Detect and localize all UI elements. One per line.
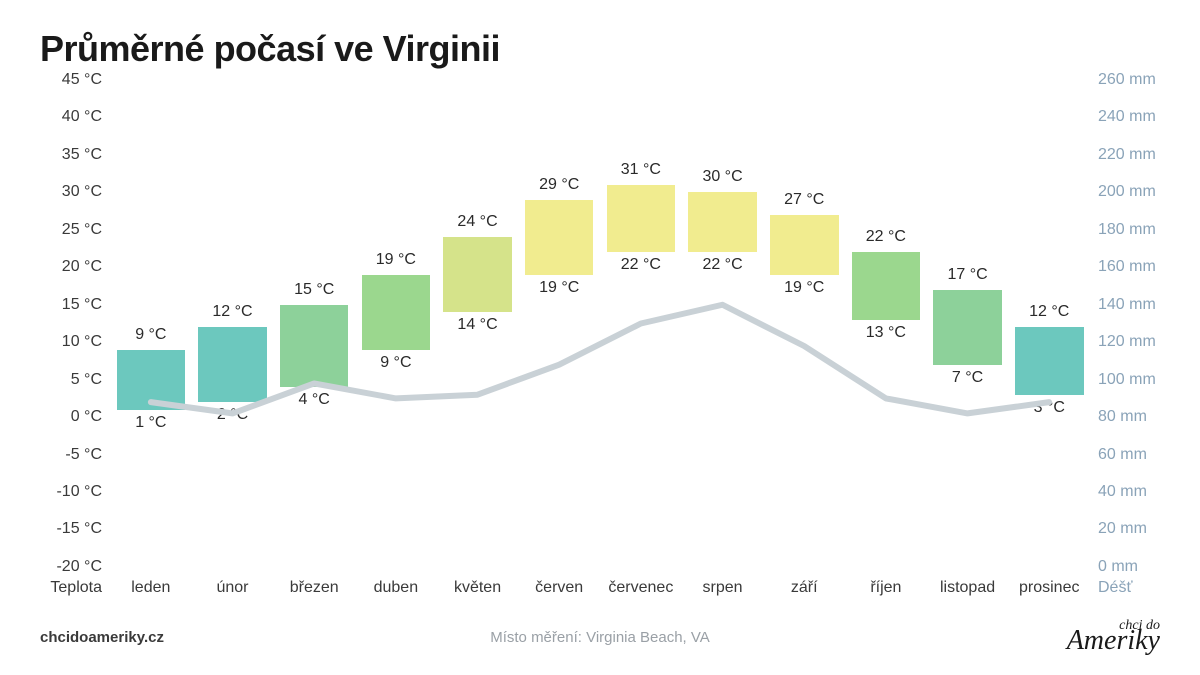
bar-slot: 22 °C 13 °C — [845, 80, 927, 567]
footer: chcidoameriky.cz Místo měření: Virginia … — [40, 619, 1160, 655]
footer-location: Místo měření: Virginia Beach, VA — [490, 629, 710, 646]
x-axis: Teplota ledenúnorbřezendubenkvětenčerven… — [40, 579, 1160, 597]
temp-bar — [198, 327, 267, 402]
x-month-label: červen — [518, 579, 600, 597]
bar-slot: 27 °C 19 °C — [763, 80, 845, 567]
bar-high-label: 12 °C — [192, 303, 274, 321]
x-month-label: prosinec — [1008, 579, 1090, 597]
x-month-label: srpen — [682, 579, 764, 597]
bar-slot: 15 °C 4 °C — [273, 80, 355, 567]
footer-logo-large: Ameriky — [1067, 625, 1160, 656]
bar-high-label: 12 °C — [1008, 303, 1090, 321]
temp-bar — [933, 290, 1002, 365]
x-month-label: březen — [273, 579, 355, 597]
chart-area: 45 °C40 °C35 °C30 °C25 °C20 °C15 °C10 °C… — [40, 80, 1160, 567]
bar-low-label: 19 °C — [763, 279, 845, 297]
temp-bar — [280, 305, 349, 387]
bar-slot: 9 °C 1 °C — [110, 80, 192, 567]
bar-slot: 12 °C 2 °C — [192, 80, 274, 567]
x-month-label: září — [763, 579, 845, 597]
bar-high-label: 29 °C — [518, 176, 600, 194]
x-month-label: duben — [355, 579, 437, 597]
x-axis-left-label: Teplota — [40, 579, 110, 597]
chart-title: Průměrné počasí ve Virginii — [40, 28, 1160, 70]
bar-slot: 30 °C 22 °C — [682, 80, 764, 567]
bar-high-label: 27 °C — [763, 191, 845, 209]
bar-low-label: 22 °C — [600, 256, 682, 274]
plot-area: 9 °C1 °C12 °C2 °C15 °C4 °C19 °C9 °C24 °C… — [110, 80, 1090, 567]
x-month-label: říjen — [845, 579, 927, 597]
temp-bar — [770, 215, 839, 275]
bar-high-label: 19 °C — [355, 251, 437, 269]
x-axis-months: ledenúnorbřezendubenkvětenčervenčervenec… — [110, 579, 1090, 597]
bar-low-label: 22 °C — [682, 256, 764, 274]
bar-slot: 12 °C 3 °C — [1008, 80, 1090, 567]
x-month-label: únor — [192, 579, 274, 597]
x-month-label: leden — [110, 579, 192, 597]
bar-low-label: 19 °C — [518, 279, 600, 297]
footer-site: chcidoameriky.cz — [40, 629, 164, 646]
bar-slot: 29 °C 19 °C — [518, 80, 600, 567]
bar-slot: 19 °C 9 °C — [355, 80, 437, 567]
bar-low-label: 4 °C — [273, 391, 355, 409]
bar-low-label: 14 °C — [437, 316, 519, 334]
x-month-label: listopad — [927, 579, 1009, 597]
bar-low-label: 1 °C — [110, 414, 192, 432]
x-month-label: červenec — [600, 579, 682, 597]
temp-bar — [852, 252, 921, 319]
temp-bar — [117, 350, 186, 410]
bar-slot: 17 °C 7 °C — [927, 80, 1009, 567]
bar-low-label: 9 °C — [355, 354, 437, 372]
temp-bar — [688, 192, 757, 252]
bar-high-label: 15 °C — [273, 281, 355, 299]
temp-bar — [525, 200, 594, 275]
bar-high-label: 17 °C — [927, 266, 1009, 284]
temp-bar — [443, 237, 512, 312]
bar-high-label: 30 °C — [682, 168, 764, 186]
bar-high-label: 31 °C — [600, 161, 682, 179]
bar-low-label: 13 °C — [845, 324, 927, 342]
x-axis-right-label: Déšť — [1090, 579, 1160, 597]
bar-low-label: 7 °C — [927, 369, 1009, 387]
y-axis-left: 45 °C40 °C35 °C30 °C25 °C20 °C15 °C10 °C… — [40, 80, 110, 567]
bar-high-label: 9 °C — [110, 326, 192, 344]
temp-bar — [1015, 327, 1084, 394]
y-axis-right: 260 mm240 mm220 mm200 mm180 mm160 mm140 … — [1090, 80, 1160, 567]
temp-bar — [362, 275, 431, 350]
bar-slot: 31 °C 22 °C — [600, 80, 682, 567]
bar-low-label: 2 °C — [192, 406, 274, 424]
bar-slot: 24 °C 14 °C — [437, 80, 519, 567]
bars-layer: 9 °C1 °C12 °C2 °C15 °C4 °C19 °C9 °C24 °C… — [110, 80, 1090, 567]
temp-bar — [607, 185, 676, 252]
footer-logo: chci do Ameriky — [1067, 619, 1160, 655]
bar-high-label: 22 °C — [845, 228, 927, 246]
bar-high-label: 24 °C — [437, 213, 519, 231]
x-month-label: květen — [437, 579, 519, 597]
bar-low-label: 3 °C — [1008, 399, 1090, 417]
